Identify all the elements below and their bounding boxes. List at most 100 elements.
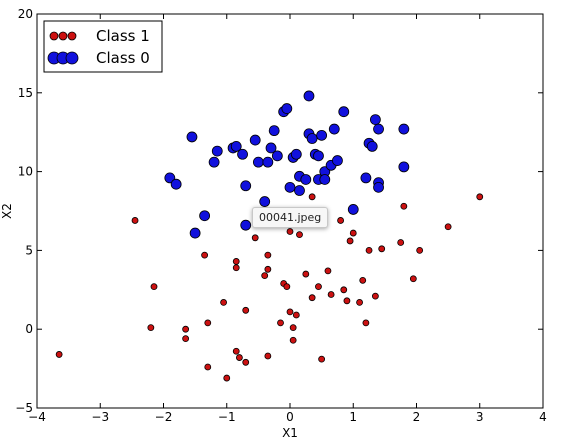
class-1-point xyxy=(302,270,310,278)
class-1-point xyxy=(416,246,424,254)
y-tick-label: 5 xyxy=(25,243,33,257)
class-1-point xyxy=(409,275,417,283)
class-0-point xyxy=(347,204,359,215)
class-1-point xyxy=(400,202,408,210)
class-1-point xyxy=(235,354,243,361)
x-tick-label: 0 xyxy=(286,410,294,424)
class-0-point xyxy=(281,103,293,114)
legend: Class 1 Class 0 xyxy=(43,20,163,73)
class-1-point xyxy=(343,297,351,305)
class-1-point xyxy=(359,276,367,284)
class-0-point xyxy=(398,123,410,135)
class-1-point xyxy=(346,237,354,245)
class-1-point xyxy=(286,308,294,316)
class-1-point xyxy=(261,272,269,280)
y-tick-label: 0 xyxy=(25,322,33,336)
class-1-point xyxy=(232,264,240,272)
x-axis-label: X1 xyxy=(282,426,298,440)
class-1-point xyxy=(232,258,240,265)
class-0-point xyxy=(366,140,378,152)
class-1-point xyxy=(201,251,209,259)
class-0-point xyxy=(316,129,328,141)
class-0-point xyxy=(332,155,343,166)
x-tick-label: −2 xyxy=(155,410,173,424)
class-1-point xyxy=(362,319,370,327)
class-0-point xyxy=(265,142,277,154)
class-1-point xyxy=(324,267,332,275)
class-0-point xyxy=(268,125,280,137)
legend-marker-dot xyxy=(58,31,68,41)
y-tick-label: −5 xyxy=(15,401,33,415)
class-1-point xyxy=(476,193,484,201)
class-1-point xyxy=(131,217,139,224)
x-tick-label: 4 xyxy=(539,410,547,424)
axis-ticks: −4 −3 −2 −1 0 1 2 3 4 −5 0 5 10 15 20 xyxy=(15,7,547,424)
class-1-point xyxy=(349,229,357,237)
class-1-point xyxy=(378,245,386,253)
class-0-point xyxy=(360,172,372,184)
x-tick-label: 3 xyxy=(476,410,484,424)
class-0-point xyxy=(199,210,211,222)
class-0-point xyxy=(189,227,201,239)
class-1-point xyxy=(289,324,297,332)
class-1-point xyxy=(296,231,303,239)
class-0-point xyxy=(284,181,296,193)
class-1-point xyxy=(182,335,190,343)
x-tick-label: 1 xyxy=(349,410,357,424)
class-1-point xyxy=(150,283,158,291)
class-1-point xyxy=(292,311,300,319)
class-1-point xyxy=(220,299,227,306)
class-1-point xyxy=(356,299,363,306)
class-1-point xyxy=(264,251,272,259)
class-1-point xyxy=(365,246,373,254)
class-0-point xyxy=(319,174,331,185)
class-1-point xyxy=(242,358,250,366)
class-0-point xyxy=(306,133,318,144)
class-1-point xyxy=(318,355,326,363)
x-tick-label: −4 xyxy=(28,410,46,424)
class-1-point xyxy=(337,217,345,224)
y-tick-label: 10 xyxy=(18,165,33,179)
class-1-point xyxy=(204,319,212,327)
class-0-point xyxy=(271,150,283,162)
class-1-point xyxy=(223,374,231,382)
class-1-point xyxy=(327,291,335,298)
class-1-point xyxy=(289,336,297,344)
class-0-point xyxy=(262,156,274,168)
legend-marker-dot xyxy=(65,51,79,65)
class-1-point xyxy=(264,265,272,273)
y-tick-label: 20 xyxy=(18,7,33,21)
class-0-point xyxy=(328,123,340,135)
class-0-point xyxy=(373,181,384,193)
class-0-point xyxy=(252,156,264,168)
class-0-point xyxy=(300,174,312,185)
class-0-point xyxy=(240,180,252,192)
filename-tooltip: 00041.jpeg xyxy=(252,207,329,228)
class-0-point xyxy=(211,145,223,157)
legend-label-class-1: Class 1 xyxy=(96,27,150,45)
class-1-point xyxy=(315,283,322,291)
class-1-point xyxy=(251,234,259,242)
data-points xyxy=(55,90,484,382)
class-1-point xyxy=(277,319,284,327)
class-1-point xyxy=(147,324,155,332)
class-0-point xyxy=(230,140,242,152)
class-1-point xyxy=(182,325,190,333)
legend-marker-class-1 xyxy=(49,31,77,41)
class-0-point xyxy=(249,134,261,146)
class-1-point xyxy=(286,228,294,235)
class-1-point xyxy=(232,347,240,355)
class-0-point xyxy=(259,196,271,207)
class-1-point xyxy=(283,283,291,291)
class-0-point xyxy=(369,114,381,125)
class-1-point xyxy=(264,352,272,360)
class-0-point xyxy=(398,161,410,173)
class-1-point xyxy=(55,351,63,358)
class-1-point xyxy=(340,286,348,294)
class-0-point xyxy=(208,156,220,168)
class-1-point xyxy=(371,292,379,300)
class-1-point xyxy=(242,306,250,314)
class-1-point xyxy=(308,193,316,201)
class-0-point xyxy=(338,106,350,118)
